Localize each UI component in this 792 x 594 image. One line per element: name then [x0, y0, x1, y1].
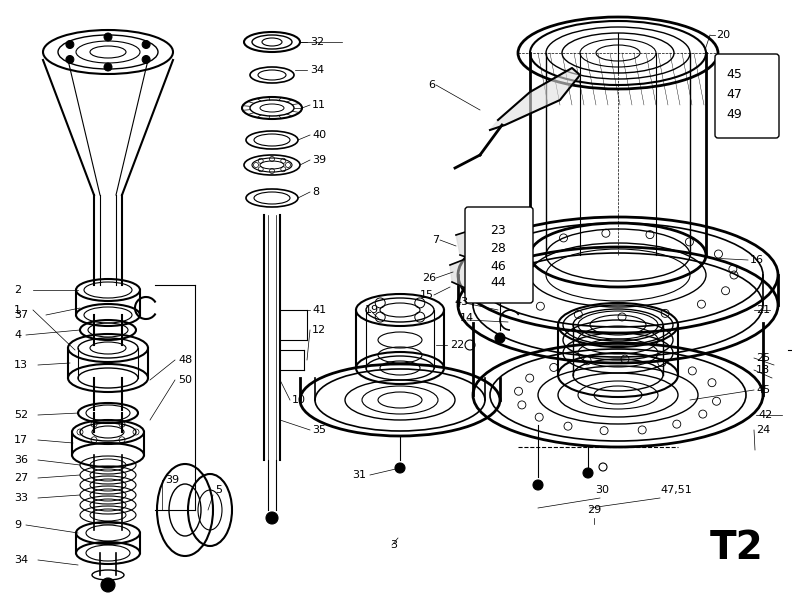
Text: 36: 36 — [14, 455, 28, 465]
Text: 5: 5 — [215, 485, 222, 495]
Text: 17: 17 — [14, 435, 29, 445]
Circle shape — [66, 55, 74, 64]
Text: 34: 34 — [14, 555, 29, 565]
Text: 11: 11 — [312, 100, 326, 110]
Text: 2: 2 — [14, 285, 21, 295]
Text: 33: 33 — [14, 493, 28, 503]
Circle shape — [104, 33, 112, 41]
Text: 3: 3 — [390, 540, 397, 550]
Text: 42: 42 — [758, 410, 772, 420]
Circle shape — [66, 40, 74, 49]
Text: 34: 34 — [310, 65, 324, 75]
Circle shape — [266, 512, 278, 524]
Text: 1: 1 — [14, 305, 21, 315]
Text: 45: 45 — [756, 385, 770, 395]
Text: 47,51: 47,51 — [660, 485, 691, 495]
Text: 18: 18 — [756, 365, 770, 375]
Text: 9: 9 — [14, 520, 21, 530]
FancyBboxPatch shape — [465, 207, 533, 303]
Circle shape — [495, 333, 505, 343]
Polygon shape — [490, 68, 580, 130]
Text: 48: 48 — [178, 355, 192, 365]
Text: 25: 25 — [756, 353, 770, 363]
Polygon shape — [450, 258, 482, 292]
Text: 10: 10 — [292, 395, 306, 405]
Text: 46: 46 — [490, 260, 506, 273]
Text: 28: 28 — [490, 242, 506, 254]
Text: 6: 6 — [428, 80, 435, 90]
Text: 32: 32 — [310, 37, 324, 47]
Circle shape — [533, 480, 543, 490]
FancyBboxPatch shape — [715, 54, 779, 138]
Text: 27: 27 — [14, 473, 29, 483]
Text: 45: 45 — [726, 68, 742, 81]
Circle shape — [101, 578, 115, 592]
Circle shape — [395, 463, 405, 473]
Text: 21: 21 — [756, 305, 770, 315]
Text: 43: 43 — [454, 297, 468, 307]
Text: 50: 50 — [178, 375, 192, 385]
Text: 8: 8 — [312, 187, 319, 197]
Text: 37: 37 — [14, 310, 29, 320]
Text: 23: 23 — [490, 223, 506, 236]
Text: 20: 20 — [716, 30, 730, 40]
Text: 24: 24 — [756, 425, 771, 435]
Text: 19: 19 — [365, 305, 379, 315]
Text: T2: T2 — [710, 529, 763, 567]
Text: 7: 7 — [432, 235, 439, 245]
Text: 39: 39 — [312, 155, 326, 165]
Text: 41: 41 — [312, 305, 326, 315]
Text: 22: 22 — [450, 340, 464, 350]
Text: 12: 12 — [312, 325, 326, 335]
Polygon shape — [456, 228, 498, 265]
Text: 40: 40 — [312, 130, 326, 140]
Circle shape — [104, 63, 112, 71]
Text: 52: 52 — [14, 410, 29, 420]
Text: 49: 49 — [726, 109, 742, 122]
Text: 35: 35 — [312, 425, 326, 435]
Circle shape — [142, 40, 150, 49]
Text: 29: 29 — [587, 505, 601, 515]
Text: 4: 4 — [14, 330, 21, 340]
Circle shape — [142, 55, 150, 64]
Text: 47: 47 — [726, 89, 742, 102]
Text: 31: 31 — [352, 470, 366, 480]
Text: 44: 44 — [490, 276, 506, 289]
Text: 30: 30 — [595, 485, 609, 495]
Text: 14: 14 — [460, 313, 474, 323]
Circle shape — [583, 468, 593, 478]
Text: 15: 15 — [420, 290, 434, 300]
Text: 13: 13 — [14, 360, 28, 370]
Text: 26: 26 — [422, 273, 436, 283]
Text: 16: 16 — [750, 255, 764, 265]
Text: 39: 39 — [165, 475, 179, 485]
